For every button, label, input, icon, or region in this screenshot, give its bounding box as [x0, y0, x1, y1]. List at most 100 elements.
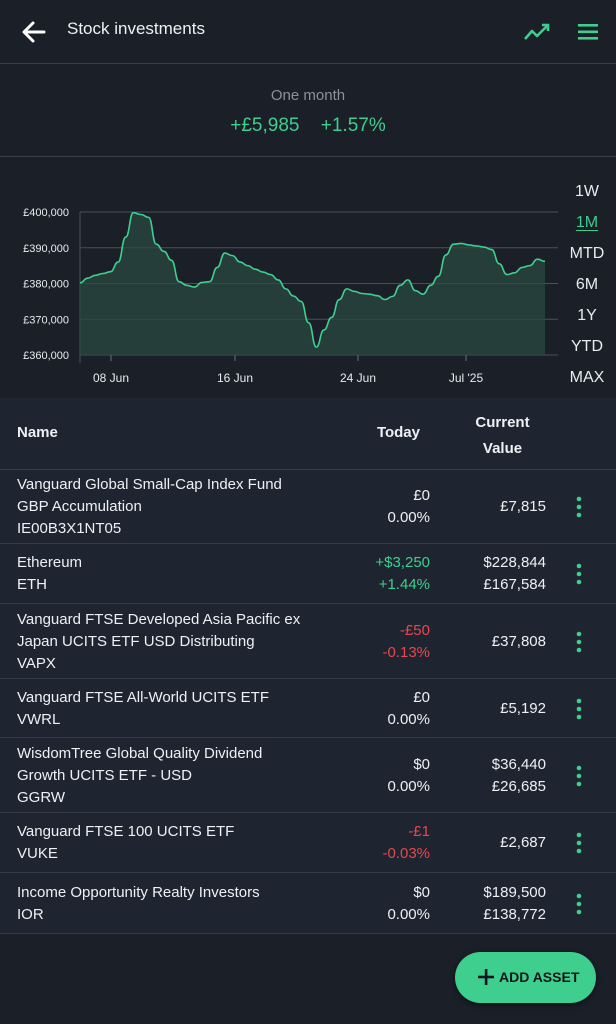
add-asset-label: ADD ASSET	[499, 969, 580, 985]
header-value-line2: Value	[482, 440, 523, 457]
asset-name1: Ethereum	[17, 554, 83, 571]
row-more-button[interactable]	[568, 629, 590, 655]
arrow-left-icon	[22, 21, 46, 43]
back-button[interactable]	[18, 16, 50, 48]
asset-name: Vanguard FTSE All-World UCITS ETF VWRL	[17, 687, 347, 731]
series-line	[79, 211, 546, 348]
table-row[interactable]: Vanguard Global Small-Cap Index Fund GBP …	[0, 470, 616, 544]
today-amount: £0	[413, 487, 430, 504]
today-change: -£1 -0.03%	[382, 821, 430, 865]
asset-name2: VUKE	[17, 845, 58, 862]
asset-name3: VAPX	[17, 655, 56, 672]
current-value: £5,192	[500, 698, 546, 720]
period-label: One month	[270, 87, 346, 104]
asset-name3: GGRW	[17, 789, 66, 806]
more-vertical-icon	[576, 631, 582, 653]
more-vertical-icon	[576, 698, 582, 720]
series-area	[80, 212, 545, 355]
more-vertical-icon	[576, 563, 582, 585]
portfolio-chart: £360,000 £370,000 £380,000 £390,000 £400,000…	[0, 158, 560, 398]
value-secondary: £26,685	[491, 778, 546, 795]
asset-name: Vanguard Global Small-Cap Index Fund GBP …	[17, 474, 347, 540]
range-option-ytd[interactable]: YTD	[571, 338, 603, 355]
add-asset-button[interactable]: ADD ASSET	[455, 952, 596, 1003]
table-row[interactable]: WisdomTree Global Quality Dividend Growth…	[0, 738, 616, 813]
asset-name: WisdomTree Global Quality Dividend Growth…	[17, 743, 347, 809]
value-primary: £5,192	[500, 700, 546, 717]
menu-button[interactable]	[574, 18, 602, 46]
range-option-1w[interactable]: 1W	[575, 183, 599, 200]
y-tick-label: £360,000	[23, 350, 69, 362]
asset-name: Vanguard FTSE Developed Asia Pacific ex J…	[17, 609, 347, 675]
today-change: £0 0.00%	[387, 687, 430, 731]
range-option-6m[interactable]: 6M	[575, 276, 599, 293]
asset-name3: IE00B3X1NT05	[17, 520, 122, 537]
holdings-table: Name Today Current Value Vanguard Global…	[0, 398, 616, 934]
asset-name: Ethereum ETH	[17, 552, 347, 596]
asset-name2: Growth UCITS ETF - USD	[17, 767, 193, 784]
chart-toggle-button[interactable]	[522, 18, 552, 46]
value-primary: $228,844	[483, 554, 546, 571]
today-amount: -£50	[399, 622, 430, 639]
table-row[interactable]: Vanguard FTSE All-World UCITS ETF VWRL £0 0…	[0, 679, 616, 738]
row-more-button[interactable]	[568, 696, 590, 722]
today-amount: -£1	[408, 823, 430, 840]
value-primary: $189,500	[483, 884, 546, 901]
row-more-button[interactable]	[568, 763, 590, 789]
plus-icon	[478, 969, 494, 985]
today-amount: $0	[413, 884, 430, 901]
more-vertical-icon	[576, 496, 582, 518]
row-more-button[interactable]	[568, 830, 590, 856]
table-row[interactable]: Income Opportunity Realty Investors IOR $0…	[0, 873, 616, 934]
asset-name1: Vanguard FTSE 100 UCITS ETF	[17, 823, 235, 840]
asset-name1: Income Opportunity Realty Investors	[17, 884, 260, 901]
today-change: $0 0.00%	[387, 754, 430, 798]
change-percent: +1.57%	[320, 115, 386, 136]
table-row[interactable]: Ethereum ETH +$3,250 +1.44% $228,844 £167,584	[0, 544, 616, 604]
table-header: Name Today Current Value	[0, 398, 616, 470]
today-percent: 0.00%	[387, 711, 430, 728]
asset-name2: IOR	[17, 906, 44, 923]
asset-name1: Vanguard Global Small-Cap Index Fund	[17, 476, 282, 493]
value-primary: £37,808	[491, 633, 546, 650]
today-percent: 0.00%	[387, 906, 430, 923]
asset-name2: ETH	[17, 576, 47, 593]
chart-svg: £360,000 £370,000 £380,000 £390,000 £400,000…	[23, 207, 558, 385]
table-row[interactable]: Vanguard FTSE Developed Asia Pacific ex J…	[0, 604, 616, 679]
asset-name: Income Opportunity Realty Investors IOR	[17, 882, 347, 926]
asset-name1: Vanguard FTSE All-World UCITS ETF	[17, 689, 270, 706]
asset-name2: GBP Accumulation	[17, 498, 142, 515]
row-more-button[interactable]	[568, 561, 590, 587]
range-option-1y[interactable]: 1Y	[577, 307, 597, 324]
header-today: Today	[376, 424, 420, 441]
x-tick-label: 16 Jun	[217, 371, 253, 385]
header-value-line1: Current	[475, 414, 530, 431]
gains: +£5,985 +1.57%	[0, 115, 616, 137]
range-option-mtd[interactable]: MTD	[569, 245, 605, 262]
x-tick-label: Jul '25	[449, 371, 484, 385]
current-value: $36,440 £26,685	[492, 754, 546, 798]
table-row[interactable]: Vanguard FTSE 100 UCITS ETF VUKE -£1 -0.03%…	[0, 813, 616, 873]
asset-name1: WisdomTree Global Quality Dividend	[17, 745, 263, 762]
performance-summary: One month +£5,985 +1.57%	[0, 65, 616, 157]
header-current-value: Current Value	[460, 410, 545, 462]
hamburger-menu-icon	[578, 24, 598, 40]
more-vertical-icon	[576, 765, 582, 787]
today-amount: $0	[413, 756, 430, 773]
row-more-button[interactable]	[568, 494, 590, 520]
current-value: $189,500 £138,772	[483, 882, 546, 926]
y-tick-label: £390,000	[23, 243, 69, 255]
header-name: Name	[17, 424, 58, 441]
x-tick-label: 08 Jun	[93, 371, 129, 385]
range-option-max[interactable]: MAX	[569, 369, 605, 386]
asset-name: Vanguard FTSE 100 UCITS ETF VUKE	[17, 821, 347, 865]
value-primary: £7,815	[500, 498, 546, 515]
current-value: £2,687	[500, 832, 546, 854]
range-option-1m[interactable]: 1M	[575, 214, 599, 231]
more-vertical-icon	[576, 893, 582, 915]
value-primary: £2,687	[500, 834, 546, 851]
today-percent: 0.00%	[387, 778, 430, 795]
today-percent: 0.00%	[387, 509, 430, 526]
today-change: $0 0.00%	[387, 882, 430, 926]
row-more-button[interactable]	[568, 891, 590, 917]
